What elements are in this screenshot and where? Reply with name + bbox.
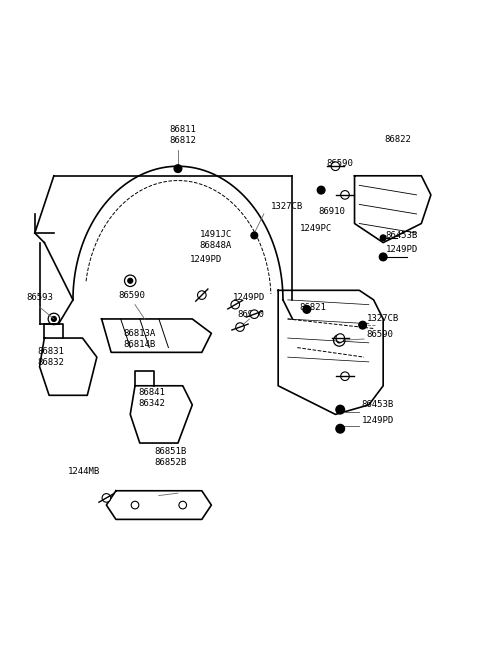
Circle shape	[317, 187, 325, 194]
Circle shape	[251, 232, 258, 238]
Circle shape	[379, 253, 387, 261]
Circle shape	[341, 372, 349, 380]
Text: 86590: 86590	[366, 330, 393, 339]
Text: 1327CB: 1327CB	[366, 315, 399, 323]
Text: 1491JC
86848A: 1491JC 86848A	[199, 230, 232, 250]
Circle shape	[198, 291, 206, 300]
Text: 86813A
86814B: 86813A 86814B	[123, 329, 156, 349]
Text: 86910: 86910	[319, 207, 346, 216]
Circle shape	[236, 323, 244, 331]
Text: 86453B: 86453B	[385, 231, 418, 240]
Text: 1244MB: 1244MB	[68, 467, 100, 476]
Circle shape	[250, 310, 259, 319]
Circle shape	[51, 317, 56, 321]
Text: 86910: 86910	[238, 309, 264, 319]
Text: 86811
86812: 86811 86812	[169, 125, 196, 145]
Circle shape	[380, 235, 386, 240]
Circle shape	[303, 306, 311, 313]
Circle shape	[128, 279, 132, 283]
Text: 86453B: 86453B	[362, 400, 394, 409]
Text: 86841
86342: 86841 86342	[138, 388, 165, 408]
Text: 86831
86832: 86831 86832	[37, 347, 64, 367]
Text: 1249PD: 1249PD	[233, 293, 265, 302]
Text: 1249PD: 1249PD	[385, 245, 418, 254]
Text: 86590: 86590	[326, 160, 353, 168]
Text: 1327CB: 1327CB	[271, 202, 303, 212]
Text: 86822: 86822	[384, 135, 411, 145]
Text: 86821: 86821	[300, 302, 326, 311]
Text: 1249PC: 1249PC	[300, 224, 332, 233]
Circle shape	[336, 424, 345, 433]
Text: 86851B
86852B: 86851B 86852B	[155, 447, 187, 467]
Circle shape	[102, 493, 111, 502]
Circle shape	[337, 338, 342, 343]
Circle shape	[331, 162, 340, 171]
Circle shape	[336, 334, 345, 342]
Circle shape	[336, 405, 345, 414]
Circle shape	[231, 300, 240, 309]
Text: 86593: 86593	[26, 293, 53, 302]
Circle shape	[341, 191, 349, 199]
Circle shape	[359, 321, 366, 329]
Text: 1249PD: 1249PD	[190, 255, 222, 264]
Text: 1249PD: 1249PD	[362, 416, 394, 424]
Circle shape	[174, 165, 182, 172]
Text: 86590: 86590	[118, 290, 145, 300]
